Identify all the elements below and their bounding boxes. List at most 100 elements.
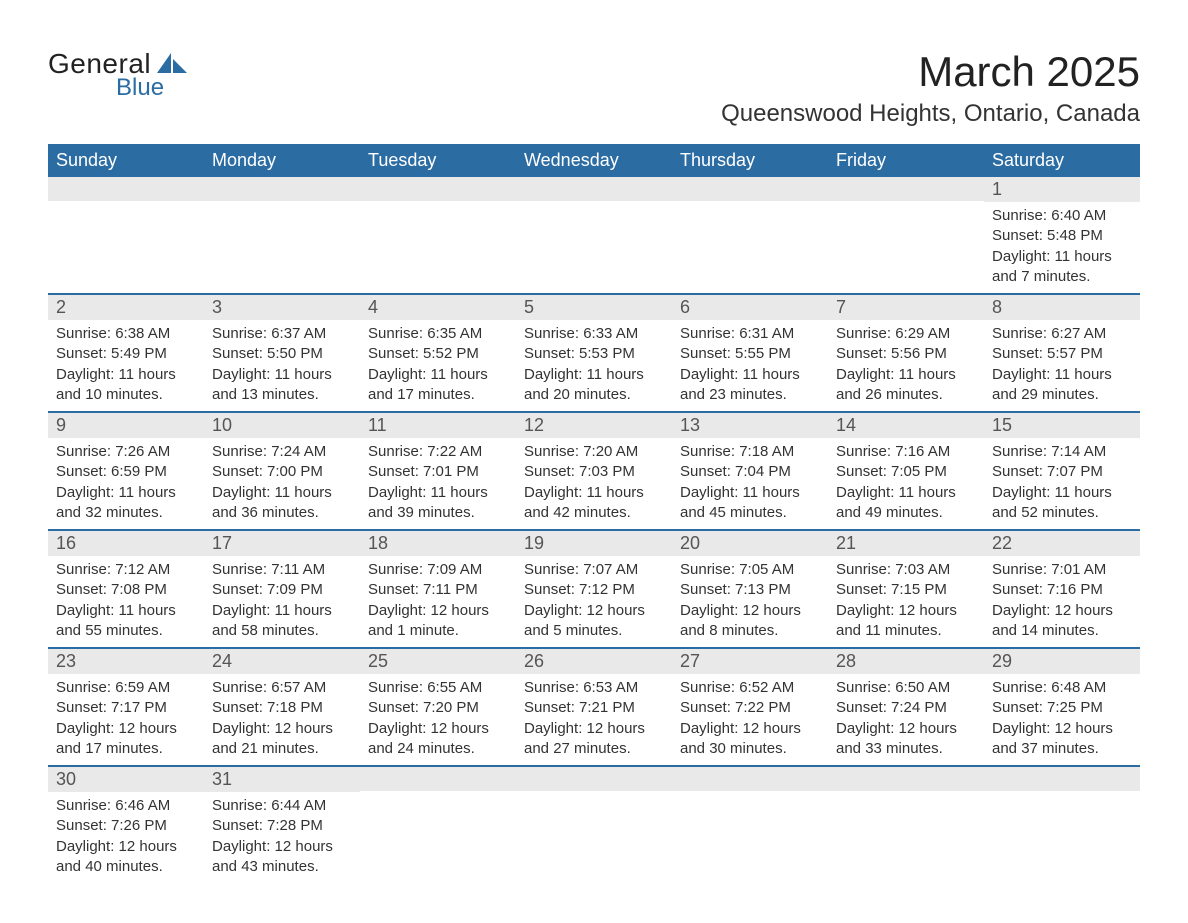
day-data: Sunrise: 6:38 AMSunset: 5:49 PMDaylight:… [48,320,204,411]
calendar-cell: 2Sunrise: 6:38 AMSunset: 5:49 PMDaylight… [48,294,204,412]
sunset-line: Sunset: 5:53 PM [524,344,664,364]
sunrise-line: Sunrise: 6:52 AM [680,678,820,698]
day-number: 31 [204,767,360,792]
calendar-cell: 23Sunrise: 6:59 AMSunset: 7:17 PMDayligh… [48,648,204,766]
day-number: 15 [984,413,1140,438]
sunrise-line: Sunrise: 7:12 AM [56,560,196,580]
sunset-line: Sunset: 7:01 PM [368,462,508,482]
daylight-line: Daylight: 11 hours and 52 minutes. [992,483,1132,524]
sunset-line: Sunset: 7:20 PM [368,698,508,718]
calendar-cell: 21Sunrise: 7:03 AMSunset: 7:15 PMDayligh… [828,530,984,648]
day-number [360,177,516,201]
sunset-line: Sunset: 5:52 PM [368,344,508,364]
calendar-cell: 1Sunrise: 6:40 AMSunset: 5:48 PMDaylight… [984,177,1140,294]
daylight-line: Daylight: 12 hours and 8 minutes. [680,601,820,642]
daylight-line: Daylight: 11 hours and 32 minutes. [56,483,196,524]
day-number [672,767,828,791]
calendar-cell: 16Sunrise: 7:12 AMSunset: 7:08 PMDayligh… [48,530,204,648]
day-number: 20 [672,531,828,556]
sunrise-line: Sunrise: 7:05 AM [680,560,820,580]
sunrise-line: Sunrise: 7:09 AM [368,560,508,580]
day-data: Sunrise: 6:29 AMSunset: 5:56 PMDaylight:… [828,320,984,411]
logo: General Blue [48,48,191,102]
day-data: Sunrise: 6:40 AMSunset: 5:48 PMDaylight:… [984,202,1140,293]
day-data: Sunrise: 6:33 AMSunset: 5:53 PMDaylight:… [516,320,672,411]
day-number: 12 [516,413,672,438]
day-header: Wednesday [516,144,672,177]
day-number: 4 [360,295,516,320]
sunrise-line: Sunrise: 7:20 AM [524,442,664,462]
sunrise-line: Sunrise: 6:57 AM [212,678,352,698]
calendar-cell [828,177,984,294]
daylight-line: Daylight: 12 hours and 5 minutes. [524,601,664,642]
calendar-cell: 12Sunrise: 7:20 AMSunset: 7:03 PMDayligh… [516,412,672,530]
day-number: 24 [204,649,360,674]
daylight-line: Daylight: 12 hours and 33 minutes. [836,719,976,760]
calendar-cell [48,177,204,294]
sunrise-line: Sunrise: 6:27 AM [992,324,1132,344]
calendar-cell: 8Sunrise: 6:27 AMSunset: 5:57 PMDaylight… [984,294,1140,412]
day-header: Friday [828,144,984,177]
location: Queenswood Heights, Ontario, Canada [721,100,1140,128]
daylight-line: Daylight: 11 hours and 55 minutes. [56,601,196,642]
logo-text-blue: Blue [116,74,164,102]
sunrise-line: Sunrise: 6:40 AM [992,206,1132,226]
logo-sail-icon [157,53,191,75]
daylight-line: Daylight: 12 hours and 40 minutes. [56,837,196,878]
sunset-line: Sunset: 7:04 PM [680,462,820,482]
daylight-line: Daylight: 12 hours and 14 minutes. [992,601,1132,642]
sunrise-line: Sunrise: 6:44 AM [212,796,352,816]
calendar-cell: 20 Sunrise: 7:05 AMSunset: 7:13 PMDayligh… [672,530,828,648]
day-data: Sunrise: 7:11 AMSunset: 7:09 PMDaylight:… [204,556,360,647]
day-data: Sunrise: 7:07 AMSunset: 7:12 PMDaylight:… [516,556,672,647]
sunset-line: Sunset: 7:07 PM [992,462,1132,482]
day-data: Sunrise: 7:01 AMSunset: 7:16 PMDaylight:… [984,556,1140,647]
calendar-cell [672,177,828,294]
title-block: March 2025 Queenswood Heights, Ontario, … [721,48,1140,128]
day-data: Sunrise: 6:35 AMSunset: 5:52 PMDaylight:… [360,320,516,411]
calendar-cell: 14Sunrise: 7:16 AMSunset: 7:05 PMDayligh… [828,412,984,530]
sunset-line: Sunset: 7:22 PM [680,698,820,718]
calendar-cell: 27Sunrise: 6:52 AMSunset: 7:22 PMDayligh… [672,648,828,766]
daylight-line: Daylight: 12 hours and 11 minutes. [836,601,976,642]
day-data [984,791,1140,863]
day-data [360,791,516,863]
sunrise-line: Sunrise: 6:59 AM [56,678,196,698]
daylight-line: Daylight: 12 hours and 17 minutes. [56,719,196,760]
sunset-line: Sunset: 7:15 PM [836,580,976,600]
sunset-line: Sunset: 5:48 PM [992,226,1132,246]
day-number: 2 [48,295,204,320]
calendar-cell: 17Sunrise: 7:11 AMSunset: 7:09 PMDayligh… [204,530,360,648]
calendar-cell [360,177,516,294]
sunrise-line: Sunrise: 6:31 AM [680,324,820,344]
calendar-table: SundayMondayTuesdayWednesdayThursdayFrid… [48,144,1140,883]
sunset-line: Sunset: 7:03 PM [524,462,664,482]
day-number: 7 [828,295,984,320]
day-data [204,201,360,273]
day-data: Sunrise: 7:12 AMSunset: 7:08 PMDaylight:… [48,556,204,647]
day-number [828,177,984,201]
day-data: Sunrise: 7:26 AMSunset: 6:59 PMDaylight:… [48,438,204,529]
sunrise-line: Sunrise: 6:53 AM [524,678,664,698]
day-data [672,201,828,273]
sunrise-line: Sunrise: 7:22 AM [368,442,508,462]
calendar-cell: 11Sunrise: 7:22 AMSunset: 7:01 PMDayligh… [360,412,516,530]
day-number [48,177,204,201]
calendar-cell: 7Sunrise: 6:29 AMSunset: 5:56 PMDaylight… [828,294,984,412]
day-number: 13 [672,413,828,438]
day-number [828,767,984,791]
daylight-line: Daylight: 11 hours and 26 minutes. [836,365,976,406]
calendar-cell [360,766,516,883]
sunset-line: Sunset: 7:25 PM [992,698,1132,718]
daylight-line: Daylight: 11 hours and 13 minutes. [212,365,352,406]
day-header: Thursday [672,144,828,177]
sunrise-line: Sunrise: 7:26 AM [56,442,196,462]
day-number [516,767,672,791]
day-number: 25 [360,649,516,674]
day-header: Monday [204,144,360,177]
day-data: Sunrise: 7:22 AMSunset: 7:01 PMDaylight:… [360,438,516,529]
sunrise-line: Sunrise: 7:14 AM [992,442,1132,462]
daylight-line: Daylight: 11 hours and 39 minutes. [368,483,508,524]
sunset-line: Sunset: 7:13 PM [680,580,820,600]
day-data [48,201,204,273]
